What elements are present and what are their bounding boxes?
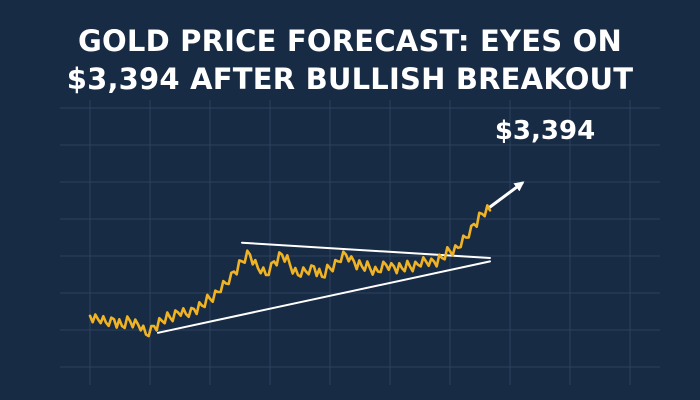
price-point <box>249 253 251 256</box>
price-point <box>233 270 235 273</box>
trendline-lower <box>157 260 491 334</box>
price-point <box>353 260 355 263</box>
price-point <box>297 274 299 276</box>
price-point <box>337 260 339 263</box>
price-point <box>425 260 427 263</box>
price-point <box>89 315 91 317</box>
price-point <box>265 274 267 276</box>
price-point <box>465 236 467 239</box>
price-point <box>457 247 459 249</box>
trendlines <box>157 181 525 334</box>
price-point <box>345 253 347 256</box>
price-point <box>257 267 259 270</box>
price-point <box>185 313 187 315</box>
price-point <box>225 282 227 285</box>
price-point <box>377 270 379 273</box>
page-title: GOLD PRICE FORECAST: EYES ON $3,394 AFTE… <box>0 22 700 98</box>
price-point <box>153 325 155 327</box>
price-point <box>401 267 403 270</box>
price-point <box>361 265 363 268</box>
price-point <box>449 250 451 252</box>
trendline-upper <box>241 241 491 259</box>
price-point <box>433 260 435 263</box>
price-point <box>129 320 131 322</box>
price-point <box>113 318 115 321</box>
price-point <box>289 264 291 266</box>
title-line-2: $3,394 AFTER BULLISH BREAKOUT <box>66 62 634 96</box>
price-point <box>201 304 203 307</box>
price-point <box>393 265 395 268</box>
trendline-breakout-arrow <box>488 181 525 209</box>
price-point <box>105 321 107 324</box>
price-point <box>281 253 283 256</box>
price-point <box>217 291 219 293</box>
price-point <box>473 223 475 225</box>
price-point <box>481 213 483 215</box>
target-price-label: $3,394 <box>495 116 595 146</box>
price-point <box>273 260 275 263</box>
price-point <box>97 318 99 321</box>
price-point <box>161 320 163 322</box>
price-point <box>145 333 147 336</box>
price-point <box>313 265 315 268</box>
price-point <box>385 264 387 266</box>
price-point <box>321 275 323 278</box>
price-point <box>441 257 443 259</box>
price-point <box>209 298 211 300</box>
title-line-1: GOLD PRICE FORECAST: EYES ON <box>78 24 622 58</box>
price-point <box>489 209 491 212</box>
price-point <box>121 325 123 327</box>
price-point <box>177 311 179 314</box>
price-point <box>305 270 307 273</box>
price-point <box>329 267 331 270</box>
price-point <box>369 267 371 270</box>
price-series <box>88 204 492 338</box>
price-point <box>193 308 195 310</box>
price-point <box>169 316 171 319</box>
price-point <box>409 265 411 268</box>
price-point <box>241 260 243 263</box>
price-point <box>137 323 139 326</box>
price-point <box>417 264 419 266</box>
chart-grid <box>60 100 660 385</box>
